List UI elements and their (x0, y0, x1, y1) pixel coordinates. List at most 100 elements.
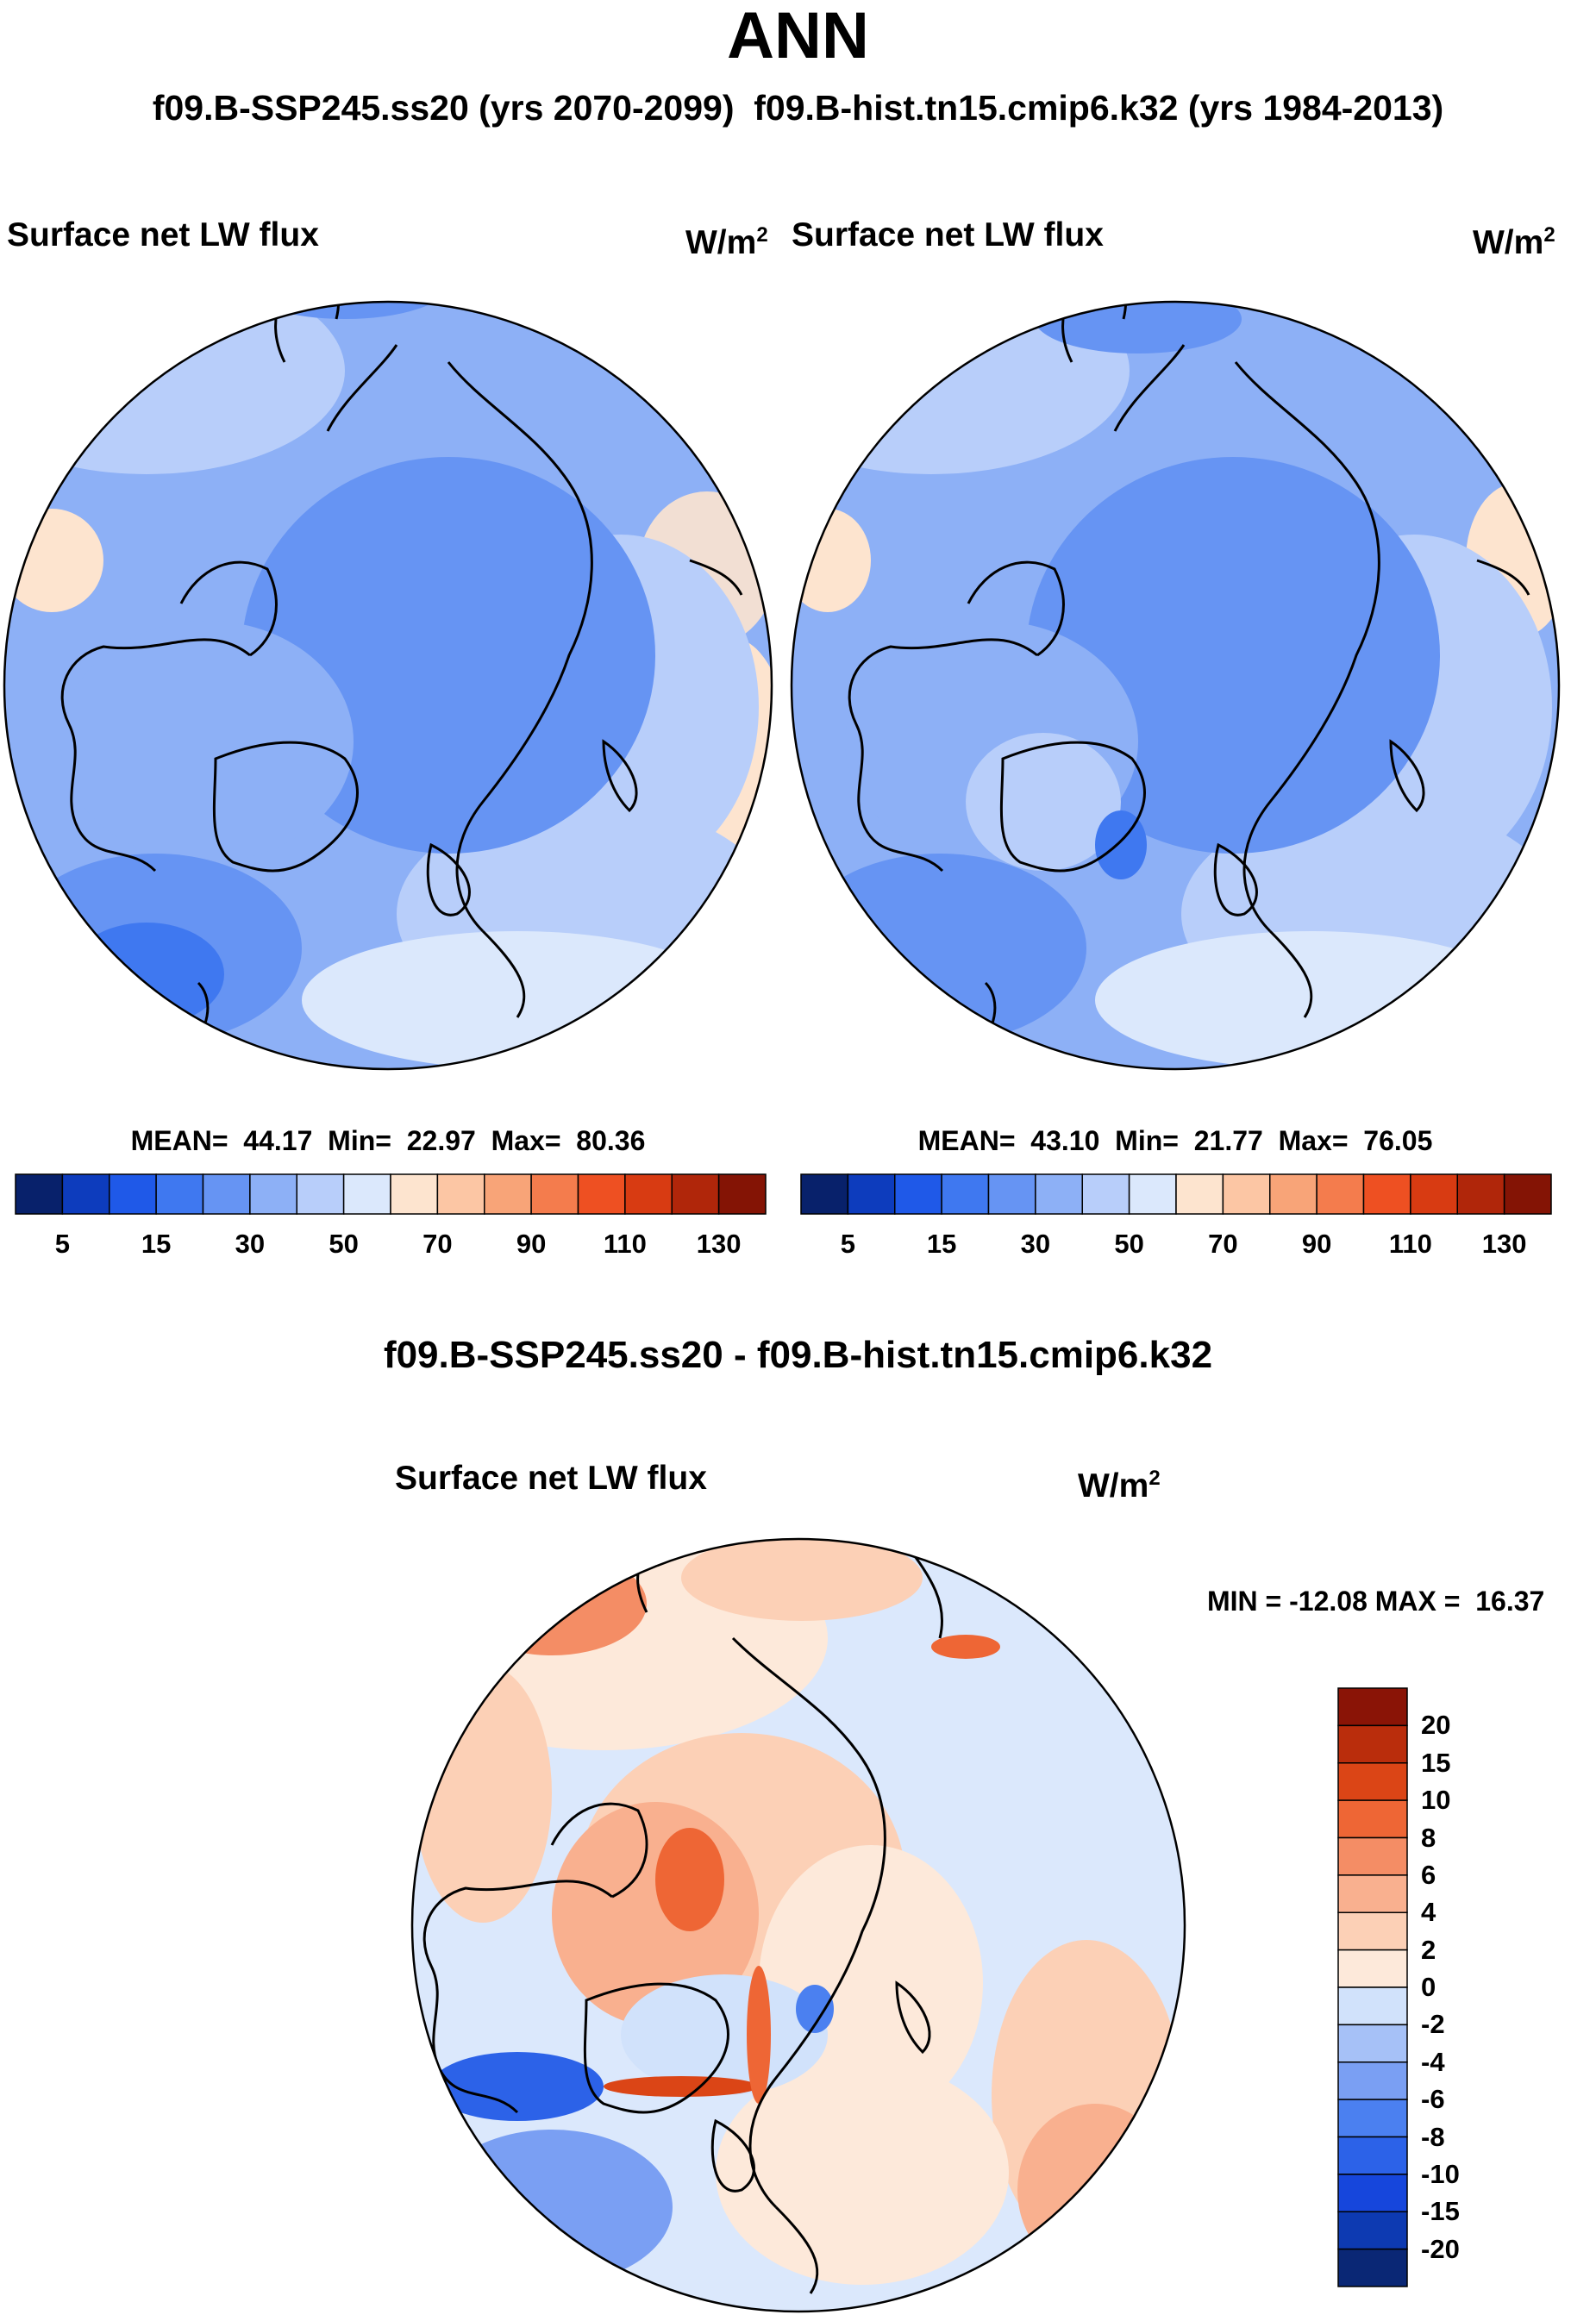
colorbar-swatch (800, 1173, 849, 1215)
colorbar-swatch (1337, 1986, 1408, 2026)
colorbar-tick-label: 5 (54, 1229, 70, 1259)
colorbar-tick-label: 50 (1114, 1229, 1144, 1259)
colorbar-swatch (296, 1173, 345, 1215)
diff-units: W/m2 (1078, 1467, 1161, 1505)
colorbar-swatch (624, 1173, 673, 1215)
colorbar-tick-label: -20 (1421, 2233, 1460, 2264)
colorbar-swatch (109, 1173, 157, 1215)
colorbar-tick-label: 15 (926, 1229, 957, 1259)
colorbar-tick-label: 30 (235, 1229, 266, 1259)
colorbar-swatch (202, 1173, 251, 1215)
colorbar-swatch (1337, 1911, 1408, 1951)
colorbar-tick-label: 110 (1388, 1229, 1432, 1259)
case-header: f09.B-SSP245.ss20 (yrs 2070-2099) f09.B-… (152, 88, 1444, 128)
colorbar-swatch (530, 1173, 579, 1215)
colorbar-tick-label: 4 (1421, 1897, 1436, 1928)
colorbar-tick-label: 8 (1421, 1822, 1436, 1853)
coastlines-panel1 (60, 302, 743, 1045)
coastlines-panel2 (848, 302, 1530, 1045)
colorbar-tick-label: -15 (1421, 2196, 1460, 2227)
colorbar-swatch (1316, 1173, 1365, 1215)
colorbar-swatch (1175, 1173, 1224, 1215)
colorbar-tick-label: -6 (1421, 2084, 1445, 2115)
colorbar-swatch (577, 1173, 626, 1215)
colorbar-swatch (941, 1173, 990, 1215)
colorbar-tick-label: 50 (329, 1229, 359, 1259)
panel1-units: W/m2 (685, 223, 768, 261)
colorbar-panel1-ticks: 5 15 30 50 70 90 110 130 (0, 1229, 776, 1263)
colorbar-tick-label: 5 (840, 1229, 855, 1259)
colorbar-swatch (987, 1173, 1036, 1215)
panel1-title: Surface net LW flux (7, 216, 319, 253)
panel1-stats: MEAN= 44.17 Min= 22.97 Max= 80.36 (130, 1125, 646, 1156)
colorbar-tick-label: 30 (1020, 1229, 1051, 1259)
colorbar-swatch (1410, 1173, 1458, 1215)
colorbar-swatch (1503, 1173, 1552, 1215)
colorbar-diff (1337, 1687, 1408, 2287)
colorbar-swatch (436, 1173, 485, 1215)
colorbar-tick-label: 15 (1421, 1747, 1451, 1778)
colorbar-swatch (1337, 1874, 1408, 1913)
colorbar-tick-label: 90 (516, 1229, 547, 1259)
colorbar-swatch (1337, 1836, 1408, 1876)
colorbar-swatch (1222, 1173, 1271, 1215)
colorbar-tick-label: 110 (603, 1229, 647, 1259)
colorbar-tick-label: 2 (1421, 1934, 1436, 1965)
colorbar-tick-label: 15 (141, 1229, 172, 1259)
colorbar-tick-label: -10 (1421, 2158, 1460, 2189)
diff-stats: MIN = -12.08 MAX = 16.37 (1207, 1586, 1545, 1617)
colorbar-tick-label: -4 (1421, 2046, 1445, 2077)
diff-panel-title: Surface net LW flux (395, 1460, 707, 1497)
map-panel1 (4, 302, 772, 1069)
colorbar-swatch (1337, 2248, 1408, 2287)
colorbar-swatch (1081, 1173, 1130, 1215)
colorbar-swatch (1337, 1687, 1408, 1727)
colorbar-tick-label: 6 (1421, 1859, 1436, 1890)
colorbar-swatch (1362, 1173, 1411, 1215)
colorbar-tick-label: 90 (1301, 1229, 1332, 1259)
colorbar-swatch (1337, 2061, 1408, 2100)
colorbar-swatch (1337, 1799, 1408, 1839)
colorbar-tick-label: 70 (422, 1229, 453, 1259)
panel2-units: W/m2 (1473, 223, 1555, 261)
colorbar-tick-label: 10 (1421, 1785, 1451, 1816)
map-panel2 (792, 302, 1559, 1069)
difference-title: f09.B-SSP245.ss20 - f09.B-hist.tn15.cmip… (383, 1334, 1213, 1376)
colorbar-swatch (1269, 1173, 1317, 1215)
colorbar-swatch (15, 1173, 64, 1215)
colorbar-swatch (1128, 1173, 1177, 1215)
colorbar-tick-label: 130 (696, 1229, 742, 1259)
colorbar-swatch (1337, 2211, 1408, 2250)
colorbar-swatch (894, 1173, 942, 1215)
colorbar-panel2 (800, 1173, 1552, 1215)
colorbar-panel1 (15, 1173, 767, 1215)
season-title: ANN (727, 0, 869, 72)
panel2-title: Surface net LW flux (792, 216, 1104, 253)
colorbar-swatch (1337, 1762, 1408, 1801)
colorbar-swatch (671, 1173, 720, 1215)
colorbar-swatch (1337, 2024, 1408, 2063)
coastlines-diff (422, 1539, 1140, 2304)
colorbar-swatch (1337, 1724, 1408, 1764)
colorbar-swatch (1337, 2136, 1408, 2175)
colorbar-swatch (1456, 1173, 1505, 1215)
colorbar-swatch (1035, 1173, 1083, 1215)
colorbar-tick-label: 20 (1421, 1710, 1451, 1741)
colorbar-swatch (1337, 2099, 1408, 2138)
colorbar-swatch (249, 1173, 297, 1215)
colorbar-swatch (61, 1173, 110, 1215)
colorbar-tick-label: -2 (1421, 2009, 1445, 2040)
colorbar-swatch (847, 1173, 896, 1215)
colorbar-diff-ticks: 20 15 10 8 6 4 2 0 -2 -4 -6 -8 -10 -15 -20 (1414, 1690, 1518, 2293)
colorbar-swatch (484, 1173, 532, 1215)
colorbar-panel2-ticks: 5 15 30 50 70 90 110 130 (0, 1229, 1596, 1263)
colorbar-swatch (717, 1173, 767, 1215)
colorbar-swatch (342, 1173, 391, 1215)
colorbar-tick-label: -8 (1421, 2121, 1445, 2152)
colorbar-swatch (390, 1173, 439, 1215)
colorbar-tick-label: 0 (1421, 1972, 1436, 2002)
colorbar-swatch (155, 1173, 204, 1215)
colorbar-tick-label: 70 (1208, 1229, 1238, 1259)
colorbar-swatch (1337, 1949, 1408, 1988)
